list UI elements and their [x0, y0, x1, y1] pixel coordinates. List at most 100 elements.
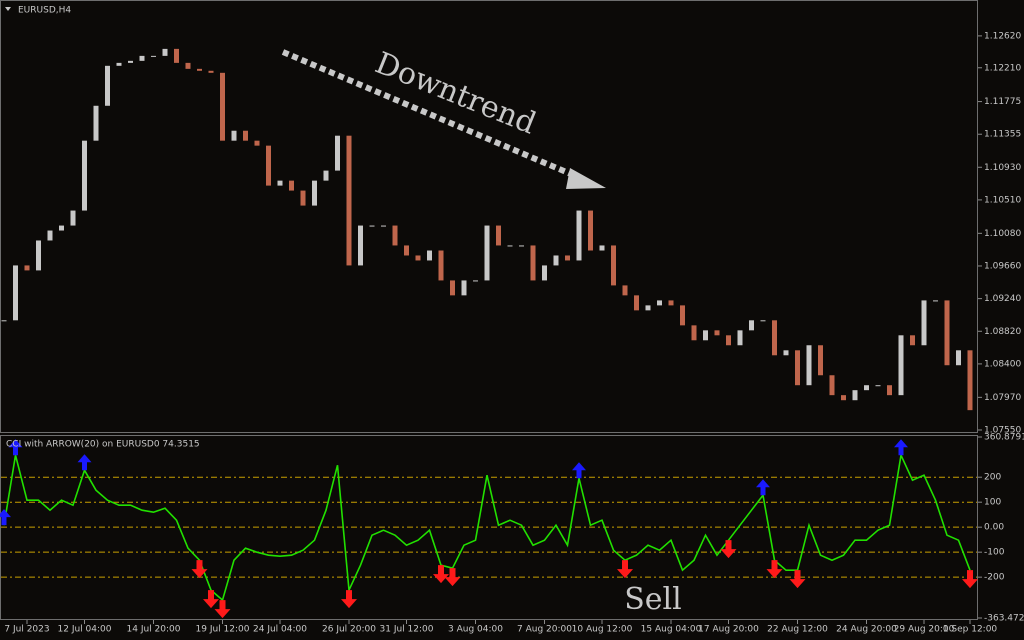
sell-arrow [617, 560, 633, 579]
y-tick-label: 100 [984, 498, 1001, 508]
sell-arrow [444, 568, 461, 587]
symbol-menu[interactable] [5, 7, 11, 11]
candle [864, 385, 869, 391]
candle [795, 350, 800, 386]
y-tick-label: 1.12620 [984, 31, 1021, 41]
y-tick-label: 360.8791 [984, 433, 1024, 443]
candle [174, 48, 179, 63]
candle [691, 325, 697, 341]
main-panel [0, 0, 978, 433]
candle [128, 60, 133, 63]
candle [703, 330, 708, 341]
sell-arrow [789, 570, 806, 589]
candle [254, 140, 260, 146]
sell-arrow [962, 570, 978, 589]
x-tick-label: 22 Aug 12:00 [767, 625, 828, 635]
y-tick-label: 1.09660 [984, 261, 1021, 271]
buy-arrow [572, 462, 586, 479]
candle [116, 62, 122, 66]
candle [47, 230, 53, 241]
x-tick-label: 7 Aug 20:00 [517, 625, 572, 635]
candle [358, 225, 363, 266]
candle [277, 180, 283, 186]
candle [576, 210, 582, 261]
candle [737, 330, 743, 346]
sell-arrow [341, 590, 357, 609]
candle [36, 240, 41, 271]
candle [657, 300, 662, 306]
candle [404, 245, 409, 256]
candle [82, 140, 87, 211]
symbol-label: EURUSD,H4 [18, 6, 71, 16]
sell-arrow [720, 540, 737, 559]
candle [542, 265, 547, 281]
candle [139, 55, 145, 61]
candle [565, 255, 570, 261]
cci-line [3, 452, 971, 602]
trend-arrow-head [566, 168, 606, 189]
candle [599, 245, 605, 251]
y-tick-label: 1.08820 [984, 327, 1021, 337]
buy-arrow [0, 509, 11, 526]
candle [70, 210, 76, 226]
candle [312, 180, 317, 206]
candle [933, 300, 938, 302]
candle [415, 255, 421, 261]
y-tick-label: 1.10930 [984, 163, 1021, 173]
candle [208, 70, 214, 73]
y-tick-label: 1.11775 [984, 97, 1021, 107]
buy-arrow [77, 454, 92, 471]
x-tick-label: 29 Aug 20:00 [894, 625, 955, 635]
y-tick-label: 1.07970 [984, 393, 1021, 403]
candle [438, 250, 444, 281]
candle [162, 48, 168, 56]
candle [645, 305, 651, 311]
candle [772, 320, 777, 356]
candle [335, 135, 340, 171]
candle [841, 395, 846, 401]
candle [956, 350, 961, 366]
trend-arrow-shaft [281, 49, 580, 180]
x-tick-label: 19 Jul 12:00 [196, 625, 250, 635]
candle [852, 390, 858, 401]
signal-annotation: Sell [624, 582, 682, 617]
plot-area [0, 48, 978, 619]
candle [921, 300, 927, 346]
indicator-panel [0, 435, 978, 620]
candle [151, 55, 156, 57]
x-tick-label: 24 Jul 04:00 [253, 625, 307, 635]
candle [818, 345, 823, 376]
x-tick-label: 24 Aug 20:00 [836, 625, 897, 635]
candle [59, 225, 64, 231]
candle [496, 225, 501, 246]
candle [369, 225, 375, 227]
x-tick-label: 1 Sep 12:00 [943, 625, 998, 635]
candle [944, 300, 950, 366]
candle [553, 255, 559, 266]
x-tick-label: 31 Jul 12:00 [380, 625, 434, 635]
sell-arrow [191, 560, 208, 579]
candle [323, 170, 329, 181]
candle [461, 280, 467, 296]
candle [611, 245, 616, 286]
candle [530, 245, 536, 281]
candle [220, 72, 225, 141]
candle [392, 225, 398, 246]
buy-arrow [756, 479, 770, 496]
candle [887, 385, 892, 396]
candle [726, 335, 731, 346]
sell-arrow [766, 560, 783, 579]
x-tick-label: 10 Aug 12:00 [572, 625, 633, 635]
y-tick-label: -100 [984, 548, 1005, 558]
candle [1, 320, 7, 322]
candle [749, 320, 754, 331]
x-tick-label: 15 Aug 04:00 [641, 625, 702, 635]
candle [829, 375, 835, 396]
candle [507, 245, 513, 247]
candle [783, 350, 789, 356]
candle [634, 295, 639, 311]
candle [13, 265, 18, 321]
x-tick-label: 12 Jul 04:00 [58, 625, 112, 635]
candle [24, 265, 30, 271]
